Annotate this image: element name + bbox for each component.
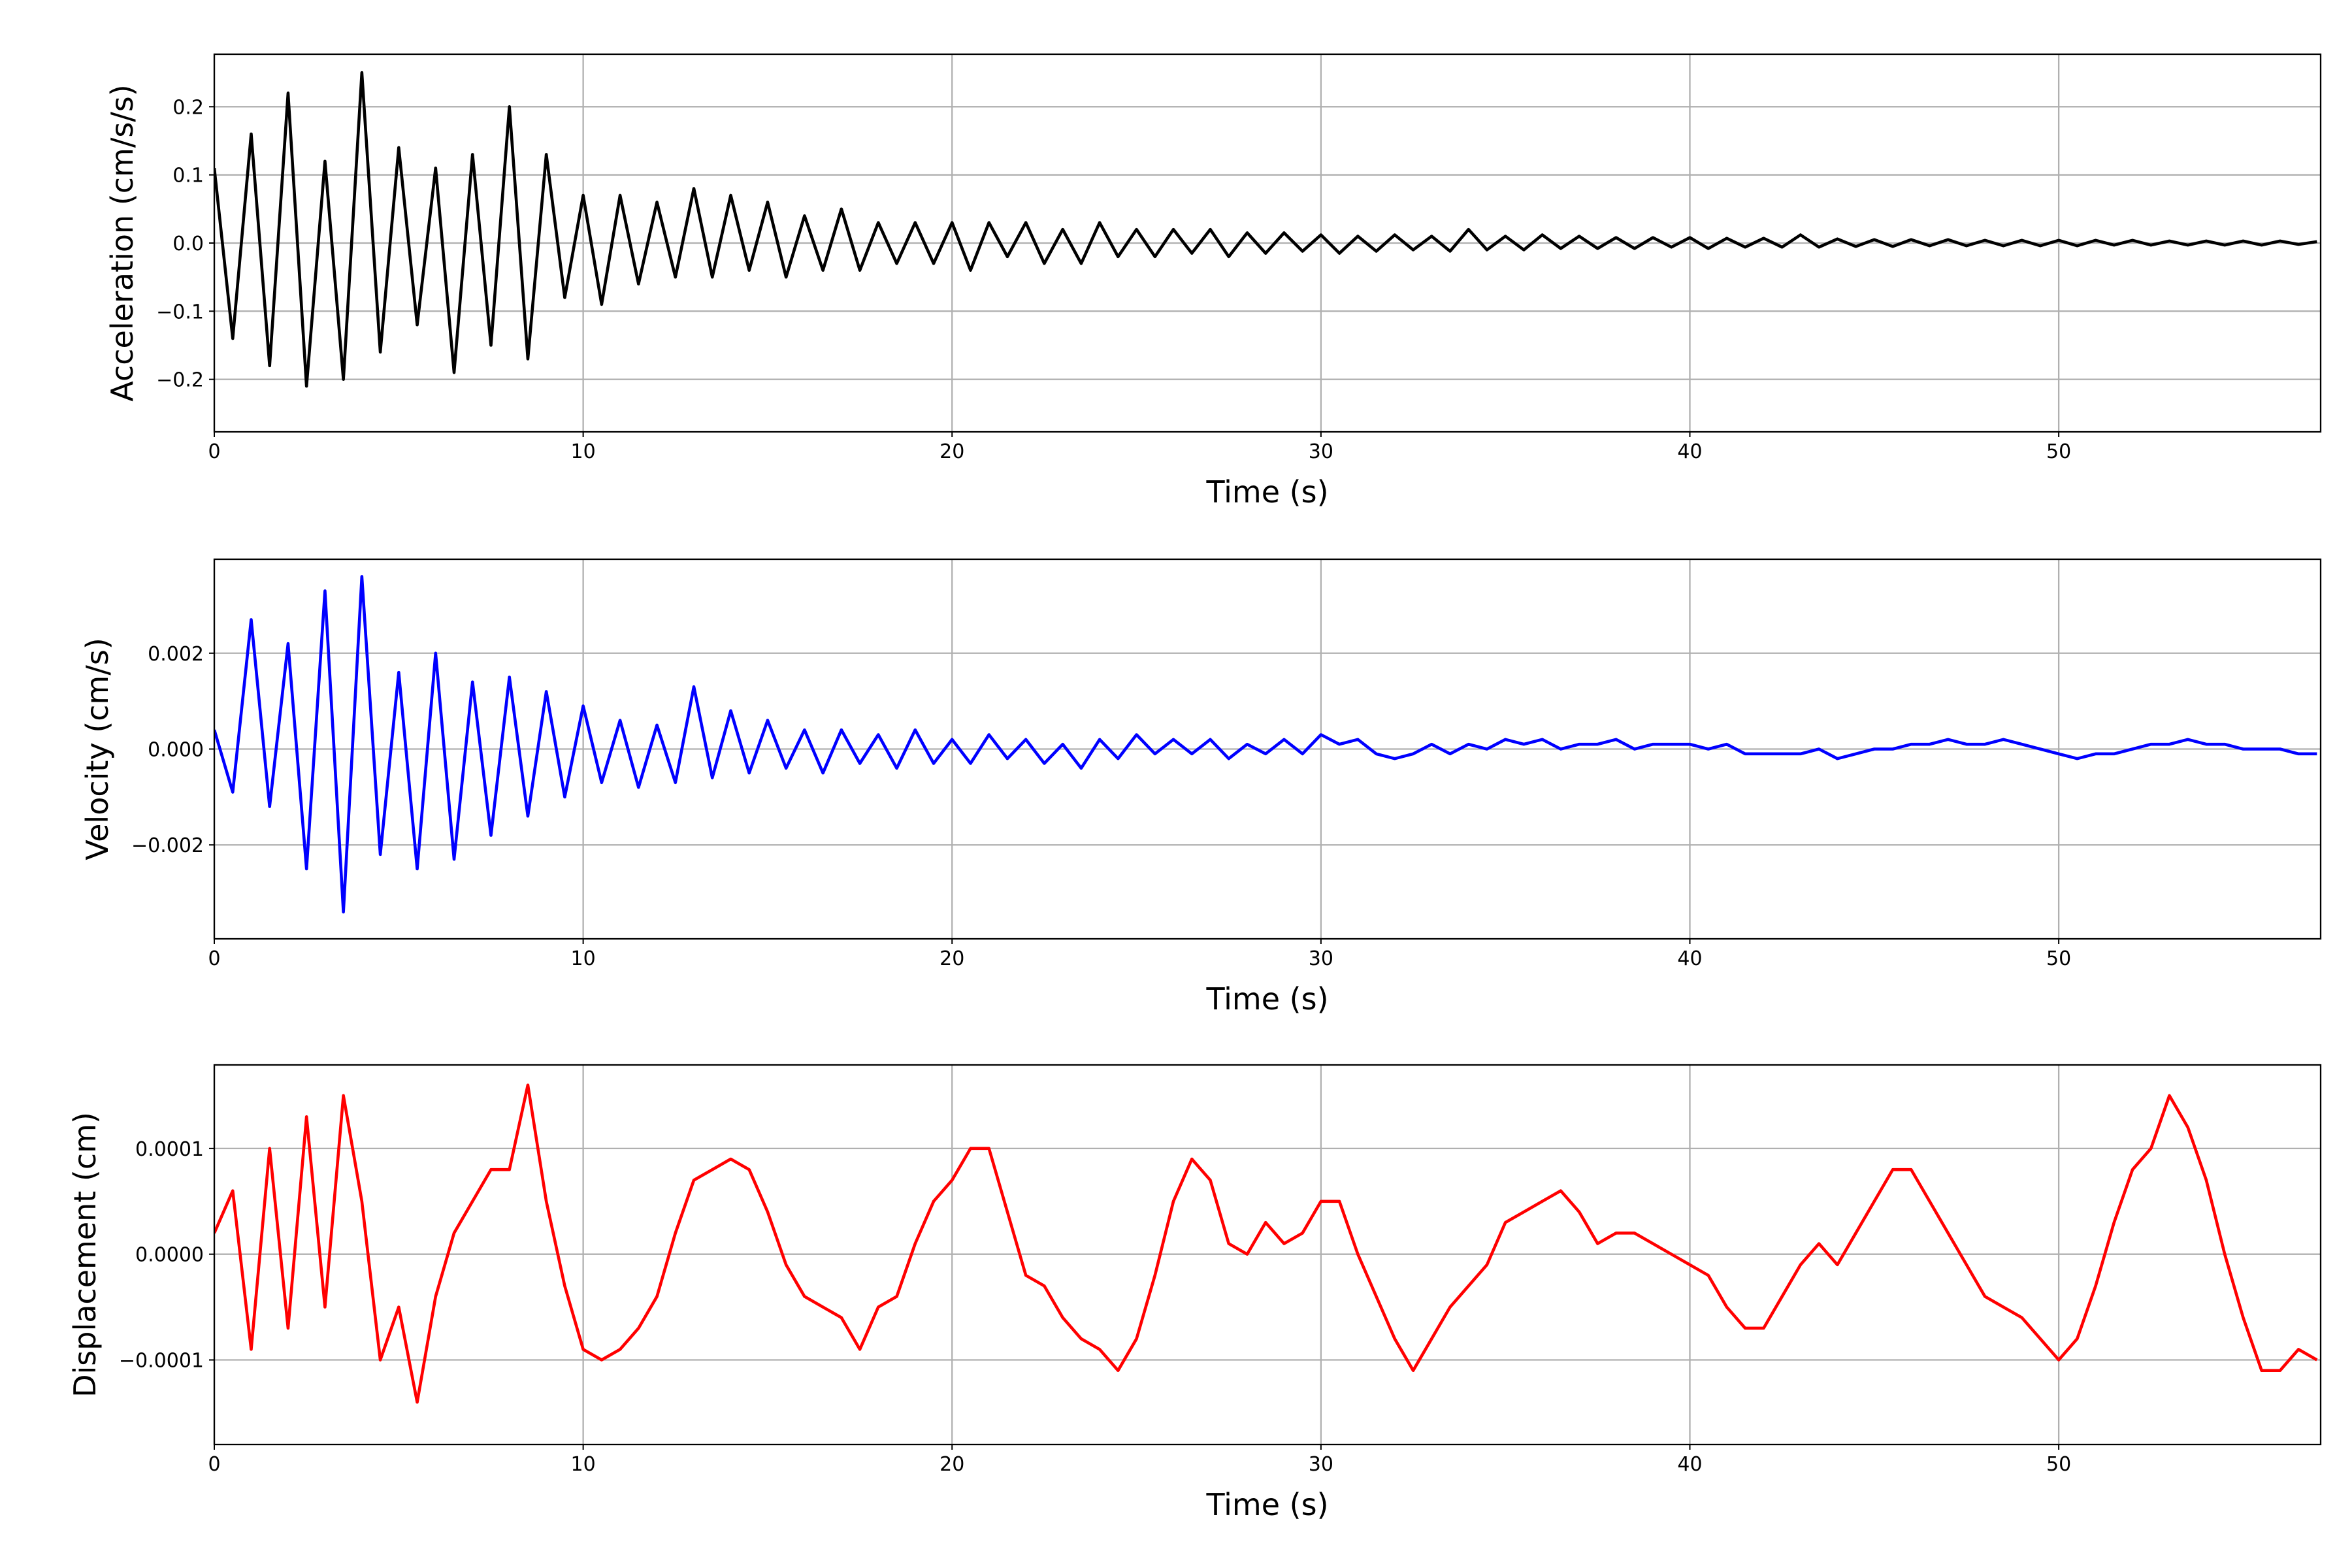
axes-frame [213, 558, 2322, 940]
x-tick-label: 0 [208, 947, 220, 970]
x-tick-label: 20 [939, 1453, 964, 1476]
x-tick-label: 40 [1677, 440, 1702, 463]
x-tick-label: 40 [1677, 947, 1702, 970]
x-tick-label: 50 [2046, 1453, 2071, 1476]
y-tick-label: 0.2 [172, 96, 204, 119]
subplot: 0 10 20 30 40 50 −0.2 −0.1 0.0 0.1 0.2 Time (s) Acce… [105, 53, 2322, 510]
axes-frame [213, 53, 2322, 433]
x-axis-label: Time (s) [1205, 474, 1328, 510]
x-tick-label: 10 [571, 440, 596, 463]
y-tick-label: −0.0001 [119, 1350, 204, 1373]
data-line [214, 71, 2317, 388]
y-tick-label: 0.000 [148, 739, 204, 762]
y-tick-label: −0.1 [156, 301, 204, 323]
subplot: 0 10 20 30 40 50 −0.0001 0.0000 0.0001 Time (s) Di… [67, 1064, 2322, 1522]
x-tick-label: 30 [1309, 947, 1333, 970]
y-tick-label: −0.002 [131, 834, 204, 857]
axes-frame [213, 1064, 2322, 1446]
x-tick-label: 30 [1309, 1453, 1333, 1476]
y-tick-label: 0.0000 [135, 1244, 204, 1267]
y-axis-label: Velocity (cm/s) [80, 638, 115, 860]
y-tick-label: −0.2 [156, 369, 204, 392]
x-tick-label: 0 [208, 440, 220, 463]
data-line [214, 575, 2317, 914]
y-axis-label: Acceleration (cm/s/s) [105, 84, 140, 401]
x-tick-label: 20 [939, 440, 964, 463]
x-tick-label: 50 [2046, 440, 2071, 463]
x-tick-label: 10 [571, 947, 596, 970]
x-tick-label: 20 [939, 947, 964, 970]
data-line [214, 1083, 2318, 1404]
x-tick-label: 50 [2046, 947, 2071, 970]
y-tick-label: 0.0001 [135, 1138, 204, 1161]
x-axis-label: Time (s) [1205, 1487, 1328, 1522]
x-tick-label: 30 [1309, 440, 1333, 463]
y-tick-label: 0.1 [172, 165, 204, 188]
x-tick-label: 40 [1677, 1453, 1702, 1476]
x-tick-label: 0 [208, 1453, 220, 1476]
y-tick-label: 0.002 [148, 643, 204, 666]
x-axis-label: Time (s) [1205, 981, 1328, 1017]
y-tick-label: 0.0 [172, 233, 204, 255]
x-tick-label: 10 [571, 1453, 596, 1476]
subplot: 0 10 20 30 40 50 −0.002 0.000 0.002 Time (s) Veloc… [80, 558, 2322, 1017]
y-axis-label: Displacement (cm) [67, 1112, 103, 1397]
